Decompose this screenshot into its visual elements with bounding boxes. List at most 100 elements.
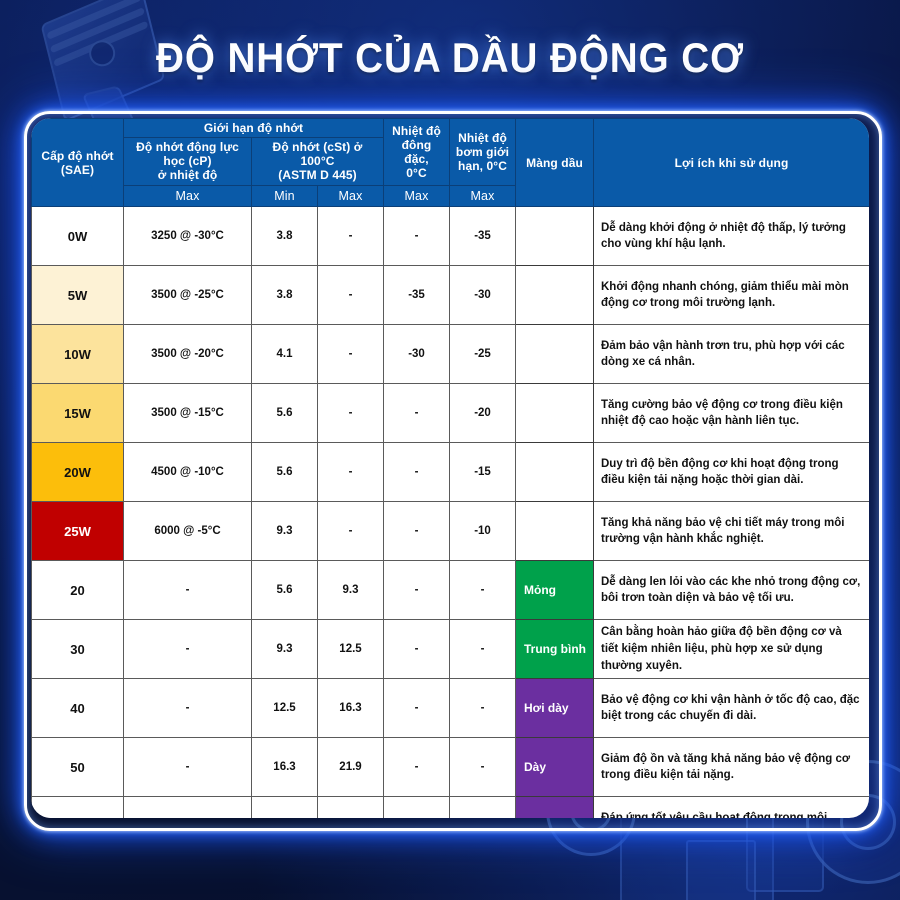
cell-benefit: Dễ dàng khởi động ở nhiệt độ thấp, lý tư… (593, 206, 869, 267)
table-row: 20-5.6 9.3- - Mỏng Dễ dàng len lỏi vào các k… (31, 560, 869, 621)
th-kin-line1: Độ nhớt (cSt) ở 100°C (272, 140, 363, 169)
cell-dynamic-viscosity: 3500 @ -20°C (123, 324, 252, 385)
cell-kinematic-min: 9.3 (251, 501, 318, 562)
viscosity-table-container: Cấp độ nhớt (SAE) Giới hạn độ nhớt Nhiệt… (31, 118, 869, 818)
table-row: 30-9.3 12.5- - Trung bình Cân bằng hoàn hảo … (31, 619, 869, 680)
cell-pump-limit: -25 (449, 324, 516, 385)
cell-pour-point: - (383, 796, 450, 818)
cell-benefit: Cân bằng hoàn hảo giữa độ bền động cơ và… (593, 619, 869, 680)
cell-kinematic-max: - (317, 501, 384, 562)
cell-kinematic-max: - (317, 265, 384, 326)
cell-dynamic-viscosity: - (123, 796, 252, 818)
cell-kinematic-min: 12.5 (251, 678, 318, 739)
th-sae-line1: Cấp độ nhớt (41, 148, 114, 163)
table-row: 0W 3250 @ -30°C 3.8- - -35 Dễ dàng khởi động … (31, 206, 869, 267)
header-row-sub: Max Min Max Max Max (32, 184, 870, 208)
header-row-top: Cấp độ nhớt (SAE) Giới hạn độ nhớt Nhiệt… (31, 118, 869, 208)
cell-kinematic-min: 5.6 (251, 442, 318, 503)
cell-pour-point: - (383, 619, 450, 680)
cell-sae-grade: 20W (31, 442, 124, 503)
cell-kinematic-min: 9.3 (251, 619, 318, 680)
cell-sae-grade: 25W (31, 501, 124, 562)
th-pump-line3: hạn, 0°C (458, 158, 507, 173)
cell-dynamic-viscosity: - (123, 619, 252, 680)
th-sae-grade: Cấp độ nhớt (SAE) (31, 118, 124, 208)
cell-pump-limit: - (449, 678, 516, 739)
table-row: 5W 3500 @ -25°C 3.8- -35 -30 Khởi động nhanh … (31, 265, 869, 326)
cell-kinematic-max: 26.1 (317, 796, 384, 818)
viscosity-table: Cấp độ nhớt (SAE) Giới hạn độ nhớt Nhiệt… (31, 118, 869, 818)
cell-oil-film: Hơi dày (515, 678, 594, 739)
th-kin-line2: (ASTM D 445) (278, 168, 357, 183)
cell-benefit: Bảo vệ động cơ khi vận hành ở tốc độ cao… (593, 678, 869, 739)
cell-benefit: Đảm bảo vận hành trơn tru, phù hợp với c… (593, 324, 869, 385)
cell-oil-film (515, 324, 594, 385)
header-row-mid: Độ nhớt động lực học (cP) ở nhiệt độ Độ … (32, 137, 870, 186)
cell-dynamic-viscosity: 3500 @ -15°C (123, 383, 252, 444)
cell-kinematic-min: 5.6 (251, 383, 318, 444)
cell-sae-grade: 5W (31, 265, 124, 326)
th-pump-line1: Nhiệt độ (458, 130, 507, 145)
cell-kinematic-min: 3.8 (251, 206, 318, 267)
th-sub-pour-max: Max (383, 184, 450, 208)
cell-kinematic-max: - (317, 442, 384, 503)
cell-oil-film (515, 383, 594, 444)
cell-oil-film: Trung bình (515, 619, 594, 680)
th-dyn-line2: học (cP) (163, 154, 212, 169)
table-row: 10W 3500 @ -20°C 4.1- -30 -25 Đảm bảo vận hàn… (31, 324, 869, 385)
cell-pour-point: - (383, 737, 450, 798)
th-dyn-line3: ở nhiệt độ (157, 168, 218, 183)
cell-pump-limit: -20 (449, 383, 516, 444)
cell-oil-film (515, 206, 594, 267)
table-head: Cấp độ nhớt (SAE) Giới hạn độ nhớt Nhiệt… (31, 118, 870, 208)
cell-dynamic-viscosity: - (123, 560, 252, 621)
th-dynamic-viscosity: Độ nhớt động lực học (cP) ở nhiệt độ (123, 137, 252, 186)
table-row: 40-12.5 16.3- - Hơi dày Bảo vệ động cơ khi v… (31, 678, 869, 739)
cell-dynamic-viscosity: 3250 @ -30°C (123, 206, 252, 267)
cell-benefit: Giảm độ ồn và tăng khả năng bảo vệ động … (593, 737, 869, 798)
th-sub-kin-max: Max (317, 184, 384, 208)
table-row: 15W 3500 @ -15°C 5.6- - -20 Tăng cường bảo vệ… (31, 383, 869, 444)
th-sub-pump-max: Max (449, 184, 516, 208)
cell-benefit: Duy trì độ bền động cơ khi hoạt động tro… (593, 442, 869, 503)
cell-kinematic-min: 5.6 (251, 560, 318, 621)
cell-pump-limit: -35 (449, 206, 516, 267)
table-row: 50-16.3 21.9- - Dày Giảm độ ồn và tăng khả n… (31, 737, 869, 798)
cell-oil-film: Rất dày (515, 796, 594, 818)
cell-kinematic-max: 16.3 (317, 678, 384, 739)
cell-pour-point: - (383, 206, 450, 267)
cell-sae-grade: 0W (31, 206, 124, 267)
cell-pump-limit: -30 (449, 265, 516, 326)
cell-pump-limit: -10 (449, 501, 516, 562)
cell-pump-limit: - (449, 796, 516, 818)
th-pour-line2: đông đặc, (401, 137, 432, 166)
cell-kinematic-max: 9.3 (317, 560, 384, 621)
cell-benefit: Dễ dàng len lỏi vào các khe nhỏ trong độ… (593, 560, 869, 621)
table-row: 20W 4500 @ -10°C 5.6- - -15 Duy trì độ bền độ… (31, 442, 869, 503)
th-sub-dynamic-max: Max (123, 184, 252, 208)
cell-pour-point: -30 (383, 324, 450, 385)
th-kinematic-viscosity: Độ nhớt (cSt) ở 100°C (ASTM D 445) (251, 137, 384, 186)
cell-benefit: Khởi động nhanh chóng, giảm thiểu mài mò… (593, 265, 869, 326)
table-row: 25W 6000 @ -5°C 9.3- - -10 Tăng khả năng bảo … (31, 501, 869, 562)
cell-kinematic-max: - (317, 206, 384, 267)
th-pour-point: Nhiệt độ đông đặc, 0°C (383, 118, 450, 186)
cell-pump-limit: - (449, 619, 516, 680)
cell-sae-grade: 40 (31, 678, 124, 739)
cell-pour-point: - (383, 678, 450, 739)
cell-oil-film (515, 265, 594, 326)
table-row: 60-21.926.1--Rất dàyĐáp ứng tốt yêu cầu … (31, 796, 869, 818)
cell-benefit: Đáp ứng tốt yêu cầu hoạt động trong môi … (593, 796, 869, 818)
cell-sae-grade: 60 (31, 796, 124, 818)
th-pump-line2: bơm giới (455, 144, 510, 159)
cell-pour-point: - (383, 442, 450, 503)
th-dyn-line1: Độ nhớt động lực (136, 140, 239, 155)
cell-kinematic-min: 3.8 (251, 265, 318, 326)
th-sub-kin-min: Min (251, 184, 318, 208)
th-sae-line2: (SAE) (60, 162, 95, 177)
cell-kinematic-max: - (317, 324, 384, 385)
cell-pour-point: -35 (383, 265, 450, 326)
cell-dynamic-viscosity: - (123, 678, 252, 739)
cell-sae-grade: 20 (31, 560, 124, 621)
cell-kinematic-min: 4.1 (251, 324, 318, 385)
